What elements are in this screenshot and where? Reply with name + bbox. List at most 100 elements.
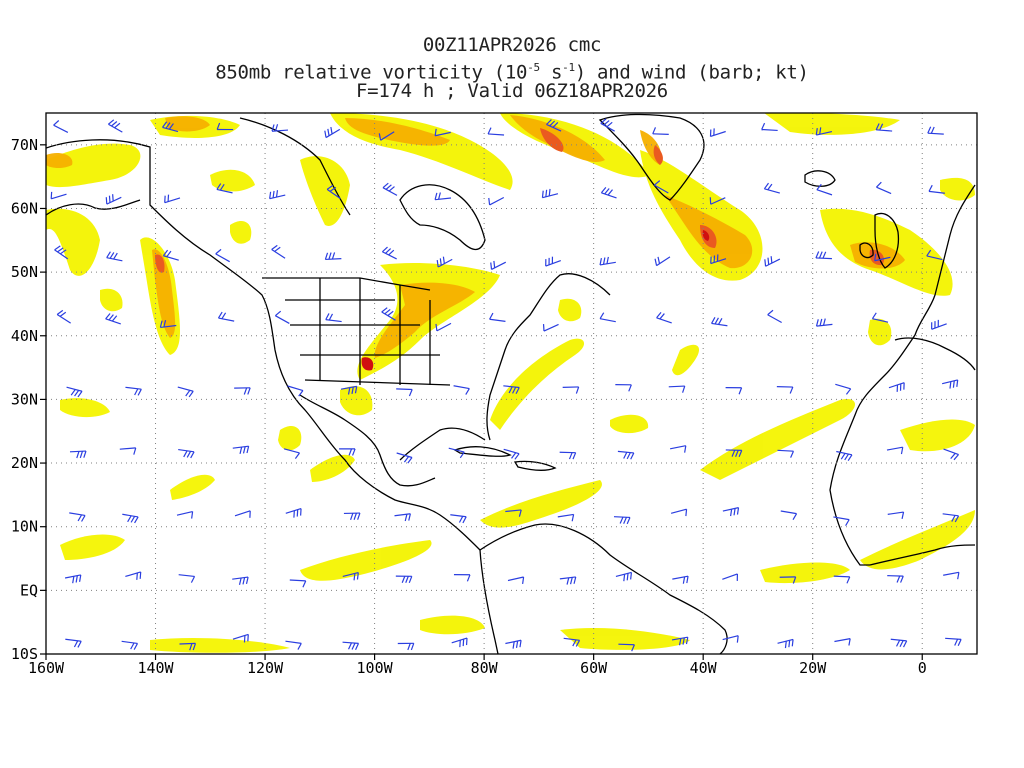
wind-barb — [269, 190, 286, 200]
wind-barb — [274, 310, 290, 324]
wind-barb — [763, 182, 780, 194]
wind-barb — [324, 126, 341, 139]
lat-tick-label: 20N — [11, 454, 38, 472]
wind-barb — [178, 574, 196, 583]
wind-barb — [435, 322, 452, 332]
wind-barb — [776, 386, 794, 394]
wind-barb — [324, 252, 342, 261]
wind-barb — [232, 445, 250, 455]
wind-barb — [287, 385, 304, 397]
wind-barb — [815, 318, 833, 327]
wind-barb — [342, 641, 360, 650]
wind-barb — [490, 260, 507, 270]
wind-barb — [599, 256, 616, 266]
wind-barb — [164, 194, 181, 204]
wind-barb — [613, 516, 631, 525]
title-line-2: 850mb relative vorticity (10-5 s-1) and … — [215, 61, 809, 84]
wind-barb — [652, 127, 669, 135]
wind-barb — [176, 511, 194, 519]
wind-barb — [815, 251, 832, 260]
wind-barb — [453, 385, 470, 395]
wind-barb — [505, 509, 522, 517]
wind-barb — [945, 637, 962, 646]
wind-barb — [507, 576, 525, 584]
lon-tick-label: 120W — [247, 659, 284, 677]
wind-barb — [615, 571, 633, 582]
wind-barb — [340, 385, 358, 395]
wind-barb — [381, 307, 396, 321]
wind-barb — [559, 451, 577, 460]
wind-barb — [710, 254, 727, 265]
lat-tick-label: 70N — [11, 136, 38, 154]
wind-barb — [177, 386, 194, 398]
lat-tick-labels: 70N 60N 50N 40N 30N 20N 10N EQ 10S — [11, 136, 38, 663]
wind-barb — [503, 448, 520, 460]
wind-barb — [545, 256, 561, 267]
wind-barb — [339, 448, 356, 456]
wind-barb — [653, 180, 669, 194]
wind-barb — [179, 642, 197, 651]
wind-barb — [448, 447, 465, 459]
wind-barb — [178, 448, 195, 459]
wind-barb — [888, 382, 905, 392]
wind-barb — [434, 128, 451, 137]
wind-barb — [396, 388, 413, 397]
lat-tick-label: EQ — [20, 581, 38, 599]
wind-barb — [434, 192, 452, 201]
wind-barb — [886, 446, 904, 455]
wind-barb — [777, 638, 794, 649]
wind-barb — [453, 574, 471, 582]
wind-barb — [890, 638, 908, 648]
vorticity-shading — [46, 113, 975, 653]
wind-barb — [381, 246, 397, 260]
wind-barb — [125, 386, 142, 396]
wind-barb — [672, 575, 689, 584]
lat-tick-label: 60N — [11, 199, 38, 217]
wind-barb — [66, 386, 83, 398]
wind-barb — [617, 450, 635, 460]
wind-barb — [722, 507, 740, 517]
wind-barb — [833, 575, 851, 584]
wind-barb — [436, 256, 453, 268]
wind-barb — [69, 512, 86, 522]
wind-barb — [599, 312, 616, 323]
wind-barb — [722, 635, 739, 643]
wind-barb — [396, 452, 413, 464]
wind-barbs — [50, 118, 962, 652]
wind-barb — [927, 126, 944, 135]
wind-barb — [722, 573, 739, 581]
wind-barb — [122, 513, 139, 524]
wind-barb — [289, 579, 307, 588]
wind-barb — [834, 638, 851, 646]
lon-tick-label: 160W — [28, 659, 65, 677]
wind-barb — [159, 320, 177, 329]
wind-barb — [162, 121, 179, 133]
wind-barb — [232, 576, 249, 585]
wind-barb — [271, 124, 289, 132]
wind-barb — [833, 516, 850, 526]
wind-barb — [557, 513, 575, 522]
wind-barb — [876, 181, 892, 195]
title-line-3: F=174 h ; Valid 06Z18APR2026 — [356, 80, 668, 102]
wind-barb — [394, 513, 411, 522]
wind-barb — [559, 576, 577, 585]
wind-barb — [600, 118, 615, 132]
wind-barb — [64, 574, 82, 584]
lon-tick-label: 20W — [799, 659, 827, 677]
wind-barb — [489, 312, 506, 322]
lat-lon-grid — [46, 113, 977, 654]
wind-barb — [488, 196, 505, 206]
wind-barb — [656, 312, 672, 324]
wind-barb — [709, 197, 726, 205]
title-line-1: 00Z11APR2026 cmc — [422, 34, 602, 56]
wind-barb — [326, 184, 341, 199]
lon-tick-label: 60W — [580, 659, 608, 677]
lat-tick-label: 30N — [11, 390, 38, 408]
wind-barb — [106, 251, 123, 262]
wind-barb — [836, 450, 853, 462]
wind-barb — [874, 253, 891, 262]
wind-barb — [600, 187, 617, 199]
wind-barb — [216, 122, 234, 131]
wind-barb — [505, 639, 522, 649]
wind-barb — [943, 448, 960, 461]
